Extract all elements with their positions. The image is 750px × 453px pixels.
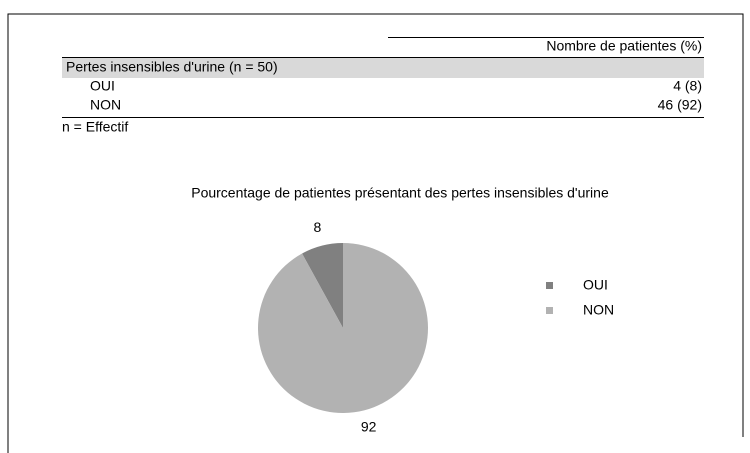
data-label: 8 (313, 219, 321, 235)
chart-title: Pourcentage de patientes présentant des … (191, 185, 609, 201)
legend-swatch (546, 282, 553, 289)
row-value: 4 (8) (673, 78, 702, 94)
row-value: 46 (92) (658, 97, 702, 113)
pie-slice (302, 243, 343, 328)
legend-swatch (546, 307, 553, 314)
row-label: OUI (90, 78, 115, 94)
table-note: n = Effectif (62, 119, 128, 135)
group-label: Pertes insensibles d'urine (n = 50) (66, 59, 278, 75)
legend-label: OUI (583, 277, 608, 293)
row-label: NON (90, 97, 121, 113)
group-row (62, 58, 704, 78)
data-label: 92 (361, 418, 377, 434)
legend-label: NON (583, 302, 614, 318)
frame (7, 13, 744, 453)
pie-slice (258, 243, 429, 413)
column-header: Nombre de patientes (%) (546, 38, 702, 54)
